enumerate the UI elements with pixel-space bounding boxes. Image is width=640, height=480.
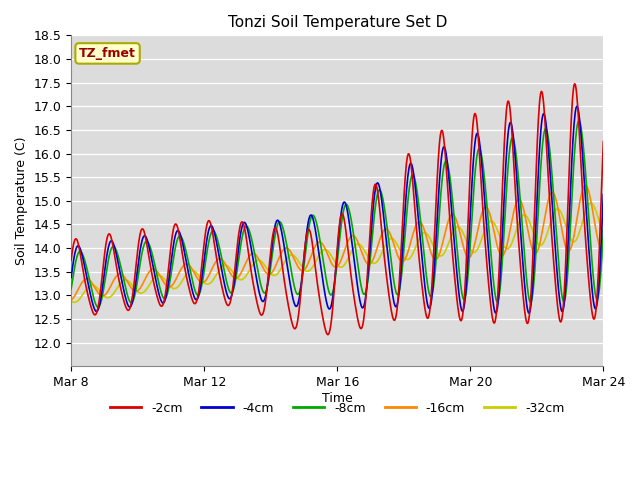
-4cm <box>282 257 290 263</box>
-16cm <box>600 244 607 250</box>
-4cm <box>67 275 75 280</box>
-8cm <box>94 304 102 310</box>
-2cm <box>122 303 129 309</box>
-2cm <box>67 257 75 263</box>
-2cm <box>492 312 500 317</box>
-32cm <box>67 298 75 304</box>
-32cm <box>588 200 595 206</box>
-32cm <box>600 231 607 237</box>
-32cm <box>283 255 291 261</box>
-32cm <box>122 277 130 283</box>
-32cm <box>302 268 310 274</box>
Line: -8cm: -8cm <box>71 120 604 307</box>
-4cm <box>483 217 490 223</box>
Line: -16cm: -16cm <box>71 185 604 300</box>
-8cm <box>575 118 582 123</box>
X-axis label: Time: Time <box>322 392 353 405</box>
-32cm <box>433 250 441 256</box>
-16cm <box>301 265 309 271</box>
-4cm <box>492 310 500 315</box>
-8cm <box>492 297 500 303</box>
Y-axis label: Soil Temperature (C): Soil Temperature (C) <box>15 137 28 265</box>
-32cm <box>492 224 500 230</box>
-2cm <box>301 239 309 245</box>
Line: -4cm: -4cm <box>71 107 604 313</box>
-2cm <box>433 178 441 183</box>
-2cm <box>324 332 332 337</box>
-8cm <box>122 287 130 292</box>
-8cm <box>433 243 441 249</box>
-4cm <box>492 310 500 316</box>
-16cm <box>581 182 589 188</box>
Legend: -2cm, -4cm, -8cm, -16cm, -32cm: -2cm, -4cm, -8cm, -16cm, -32cm <box>105 396 570 420</box>
-2cm <box>282 291 290 297</box>
Text: TZ_fmet: TZ_fmet <box>79 47 136 60</box>
-8cm <box>67 286 75 292</box>
-4cm <box>573 104 580 109</box>
-16cm <box>122 276 129 281</box>
-4cm <box>301 240 309 245</box>
-2cm <box>600 139 607 144</box>
Line: -32cm: -32cm <box>71 203 604 302</box>
Title: Tonzi Soil Temperature Set D: Tonzi Soil Temperature Set D <box>228 15 447 30</box>
-2cm <box>571 81 579 87</box>
-8cm <box>600 227 607 233</box>
-4cm <box>122 295 129 300</box>
-4cm <box>433 227 440 232</box>
-32cm <box>483 223 490 228</box>
-8cm <box>483 199 490 204</box>
-4cm <box>600 192 607 197</box>
-2cm <box>483 259 490 264</box>
-16cm <box>492 237 500 242</box>
-16cm <box>67 297 75 303</box>
-16cm <box>433 256 440 262</box>
-8cm <box>283 243 291 249</box>
-16cm <box>282 245 290 251</box>
-8cm <box>302 245 310 251</box>
Line: -2cm: -2cm <box>71 84 604 335</box>
-32cm <box>70 300 78 305</box>
-16cm <box>483 204 490 210</box>
